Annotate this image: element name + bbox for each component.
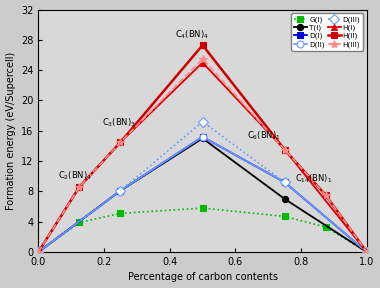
H(III): [282, 148, 287, 151]
T(I): [364, 250, 369, 254]
H(III): [323, 194, 328, 197]
H(II): [77, 185, 82, 189]
D(III): [282, 181, 287, 184]
Line: D(III): D(III): [35, 118, 370, 255]
D(I): [282, 181, 287, 184]
H(II): [36, 250, 41, 254]
H(I): [200, 61, 205, 64]
H(I): [118, 141, 123, 144]
H(III): [200, 57, 205, 60]
H(I): [77, 185, 82, 189]
Line: T(I): T(I): [35, 135, 370, 255]
G(I): [77, 221, 82, 224]
Text: C$_4$(BN)$_4$: C$_4$(BN)$_4$: [175, 29, 209, 41]
D(III): [118, 189, 123, 192]
G(I): [364, 250, 369, 254]
Text: C$_2$(BN)$_4$: C$_2$(BN)$_4$: [58, 170, 92, 182]
H(II): [118, 141, 123, 144]
H(III): [36, 250, 41, 254]
Line: H(III): H(III): [34, 55, 371, 256]
Line: G(I): G(I): [36, 205, 370, 255]
T(I): [200, 137, 205, 140]
D(III): [36, 250, 41, 254]
D(I): [118, 189, 123, 192]
H(III): [118, 141, 123, 144]
H(I): [282, 148, 287, 151]
G(I): [118, 212, 123, 215]
T(I): [36, 250, 41, 254]
G(I): [323, 225, 328, 229]
D(I): [364, 250, 369, 254]
D(II): [118, 189, 123, 192]
Text: C$_6$(BN)$_1$: C$_6$(BN)$_1$: [247, 130, 280, 142]
G(I): [282, 215, 287, 218]
Legend: G(I), T(I), D(I), D(II), D(III), H(I), H(II), H(III): G(I), T(I), D(I), D(II), D(III), H(I), H…: [291, 13, 363, 51]
G(I): [200, 206, 205, 210]
Line: D(I): D(I): [36, 134, 370, 255]
H(II): [364, 250, 369, 254]
H(II): [200, 43, 205, 47]
G(I): [36, 250, 41, 254]
T(I): [118, 189, 123, 192]
X-axis label: Percentage of carbon contents: Percentage of carbon contents: [128, 272, 277, 283]
D(I): [36, 250, 41, 254]
D(II): [200, 135, 205, 139]
H(III): [77, 185, 82, 189]
D(III): [364, 250, 369, 254]
Text: C$_3$(BN)$_3$: C$_3$(BN)$_3$: [102, 117, 136, 129]
H(II): [282, 148, 287, 151]
D(II): [282, 181, 287, 184]
Text: C$_{14}$(BN)$_1$: C$_{14}$(BN)$_1$: [294, 173, 332, 185]
D(II): [364, 250, 369, 254]
D(I): [200, 135, 205, 139]
H(I): [364, 250, 369, 254]
Y-axis label: Formation energy (eV/Supercell): Formation energy (eV/Supercell): [6, 52, 16, 210]
T(I): [282, 197, 287, 201]
D(II): [36, 250, 41, 254]
Line: D(II): D(II): [35, 133, 370, 255]
Line: H(I): H(I): [35, 59, 370, 255]
Line: H(II): H(II): [35, 42, 370, 255]
H(III): [364, 250, 369, 254]
H(II): [323, 194, 328, 197]
D(III): [200, 120, 205, 124]
H(I): [36, 250, 41, 254]
